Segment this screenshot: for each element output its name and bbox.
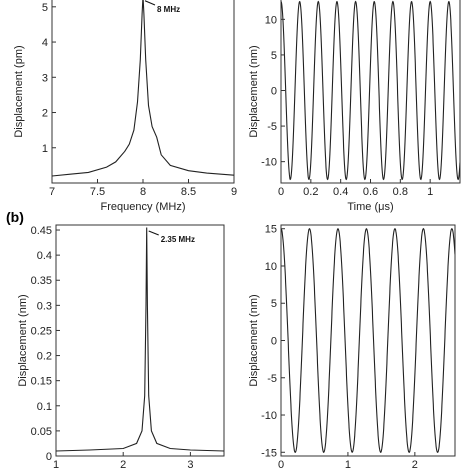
y-tick-label-b-left: 0.25: [31, 325, 52, 337]
x-axis-label-a-right: Time (μs): [347, 201, 393, 213]
y-tick-label-a-left: 5: [42, 2, 48, 14]
x-tick-label-a-right: 0.4: [333, 186, 348, 198]
series-line-a-left: [52, 0, 234, 177]
x-tick-label-a-left: 8.5: [181, 186, 196, 198]
y-tick-label-a-left: 2: [42, 108, 48, 120]
axes-frame-b-right: [280, 224, 456, 457]
panel-label-b: (b): [6, 209, 24, 225]
annotation-arrow-a-left: [144, 0, 156, 6]
y-tick-label-b-right: -15: [261, 447, 277, 459]
y-tick-label-a-left: 4: [42, 37, 48, 49]
y-tick-label-a-right: 5: [271, 50, 277, 62]
y-tick-label-a-left: 3: [42, 72, 48, 84]
axes-frame-a-left: [51, 0, 235, 184]
annotation-arrow-b-left: [148, 230, 159, 236]
y-tick-label-b-left: 0.05: [31, 426, 52, 438]
x-axis-label-a-left: Frequency (MHz): [101, 201, 186, 213]
x-tick-label-a-right: 1: [427, 186, 433, 198]
y-tick-label-b-right: 5: [271, 298, 277, 310]
y-tick-label-b-left: 0.2: [37, 351, 52, 363]
y-tick-label-a-left: 1: [42, 143, 48, 155]
y-tick-label-b-left: 0.45: [31, 225, 52, 237]
x-tick-label-a-right: 0.8: [393, 186, 408, 198]
series-line-b-left: [56, 227, 224, 452]
y-tick-label-b-right: 10: [265, 261, 277, 273]
y-axis-label-b-right: Displacement (nm): [248, 294, 260, 386]
y-tick-label-a-right: 10: [265, 14, 277, 26]
annotation-label-a-left: 8 MHz: [157, 5, 180, 14]
x-tick-label-a-right: 0.2: [303, 186, 318, 198]
y-tick-label-a-right: -5: [267, 121, 277, 133]
y-tick-label-a-right: -10: [261, 157, 277, 169]
x-tick-label-b-left: 2: [120, 459, 126, 471]
series-line-a-right: [281, 0, 460, 181]
x-tick-label-a-right: 0.6: [363, 186, 378, 198]
series-line-b-right: [281, 227, 455, 454]
x-tick-label-b-right: 2: [412, 459, 418, 471]
y-axis-label-a-right: Displacement (nm): [248, 45, 260, 137]
x-tick-label-b-right: 0: [278, 459, 284, 471]
x-tick-label-a-left: 9: [231, 186, 237, 198]
x-tick-label-a-left: 7.5: [90, 186, 105, 198]
x-tick-label-a-right: 0: [278, 186, 284, 198]
y-tick-label-b-left: 0.15: [31, 376, 52, 388]
y-tick-label-b-right: -10: [261, 410, 277, 422]
x-tick-label-b-right: 1: [345, 459, 351, 471]
x-tick-label-b-left: 3: [187, 459, 193, 471]
x-tick-label-b-left: 1: [53, 459, 59, 471]
y-tick-label-b-left: 0.35: [31, 275, 52, 287]
y-axis-label-a-left: Displacement (pm): [13, 45, 25, 137]
y-tick-label-b-left: 0.1: [37, 401, 52, 413]
y-tick-label-b-left: 0.4: [37, 250, 52, 262]
y-tick-label-b-right: 0: [271, 336, 277, 348]
x-tick-label-a-left: 8: [140, 186, 146, 198]
y-axis-label-b-left: Displacement (nm): [17, 294, 29, 386]
axes-frame-b-left: [55, 224, 225, 457]
y-tick-label-a-right: 0: [271, 86, 277, 98]
y-tick-label-b-left: 0.3: [37, 300, 52, 312]
annotation-label-b-left: 2.35 MHz: [161, 235, 195, 244]
axes-frame-a-right: [280, 0, 461, 184]
x-tick-label-a-left: 7: [49, 186, 55, 198]
y-tick-label-b-right: 15: [265, 224, 277, 236]
y-tick-label-b-left: 0: [46, 451, 52, 463]
y-tick-label-b-right: -5: [267, 373, 277, 385]
